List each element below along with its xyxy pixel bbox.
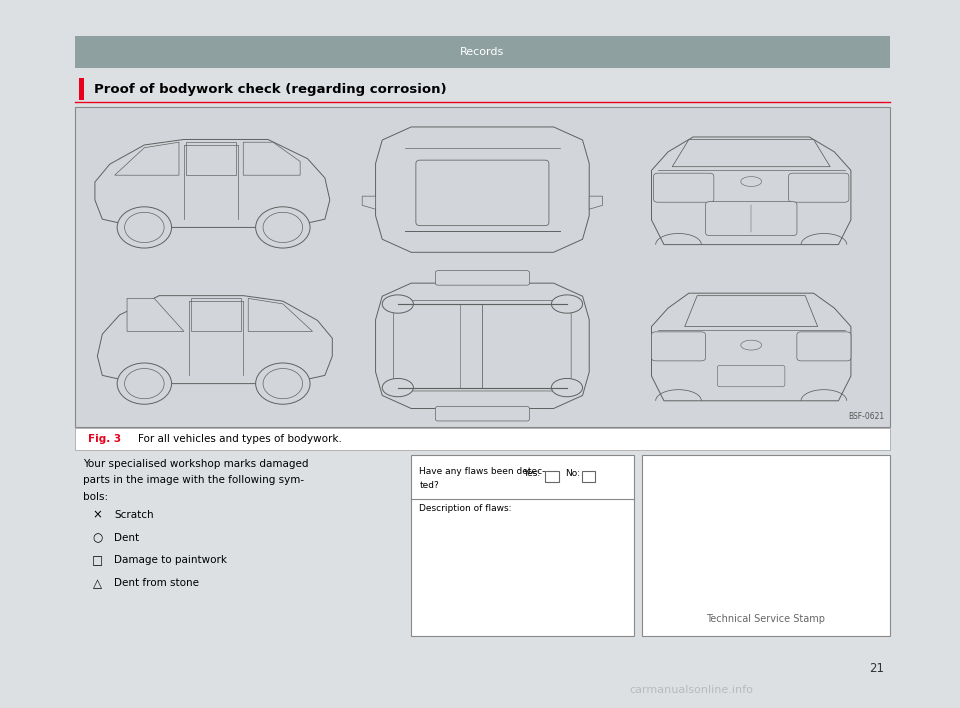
Polygon shape xyxy=(127,298,184,331)
Bar xyxy=(582,472,595,482)
Polygon shape xyxy=(191,298,241,331)
FancyBboxPatch shape xyxy=(717,365,785,387)
Bar xyxy=(545,472,559,482)
Text: Damage to paintwork: Damage to paintwork xyxy=(114,556,228,566)
Bar xyxy=(75,108,890,427)
Polygon shape xyxy=(652,137,851,244)
Polygon shape xyxy=(375,127,589,252)
Ellipse shape xyxy=(263,368,302,399)
Text: Scratch: Scratch xyxy=(114,510,155,520)
Text: Description of flaws:: Description of flaws: xyxy=(420,504,512,513)
Polygon shape xyxy=(652,293,851,401)
Text: Dent: Dent xyxy=(114,533,139,543)
Ellipse shape xyxy=(741,176,761,186)
Ellipse shape xyxy=(741,340,761,350)
FancyBboxPatch shape xyxy=(797,332,851,361)
Text: Yes:: Yes: xyxy=(522,469,540,479)
Text: Technical Service Stamp: Technical Service Stamp xyxy=(707,614,826,624)
Ellipse shape xyxy=(551,295,583,313)
Text: ○: ○ xyxy=(92,532,103,544)
Polygon shape xyxy=(186,142,236,175)
Ellipse shape xyxy=(255,363,310,404)
Ellipse shape xyxy=(117,363,172,404)
Text: △: △ xyxy=(93,577,102,590)
Text: Proof of bodywork check (regarding corrosion): Proof of bodywork check (regarding corro… xyxy=(94,83,447,96)
Polygon shape xyxy=(589,196,603,210)
Text: bols:: bols: xyxy=(84,491,108,501)
FancyBboxPatch shape xyxy=(436,406,529,421)
Text: ×: × xyxy=(93,508,103,521)
Bar xyxy=(642,455,890,636)
Polygon shape xyxy=(95,139,330,227)
Text: carmanualsonline.info: carmanualsonline.info xyxy=(629,685,754,695)
Ellipse shape xyxy=(255,207,310,248)
Polygon shape xyxy=(243,142,300,175)
Text: Have any flaws been detec-: Have any flaws been detec- xyxy=(420,467,546,476)
Polygon shape xyxy=(249,298,313,331)
Ellipse shape xyxy=(125,368,164,399)
Text: Your specialised workshop marks damaged: Your specialised workshop marks damaged xyxy=(84,459,309,469)
Text: 21: 21 xyxy=(869,663,884,675)
Polygon shape xyxy=(114,142,179,175)
Ellipse shape xyxy=(382,379,414,396)
Bar xyxy=(75,428,890,450)
Bar xyxy=(75,36,890,68)
FancyBboxPatch shape xyxy=(652,332,706,361)
Ellipse shape xyxy=(125,212,164,243)
Text: parts in the image with the following sym-: parts in the image with the following sy… xyxy=(84,475,304,485)
Text: Fig. 3: Fig. 3 xyxy=(87,434,121,444)
Polygon shape xyxy=(375,283,589,409)
FancyBboxPatch shape xyxy=(788,173,849,202)
Bar xyxy=(79,78,84,100)
Ellipse shape xyxy=(117,207,172,248)
Text: Dent from stone: Dent from stone xyxy=(114,578,200,588)
Polygon shape xyxy=(362,196,375,210)
Ellipse shape xyxy=(382,295,414,313)
Text: For all vehicles and types of bodywork.: For all vehicles and types of bodywork. xyxy=(138,434,342,444)
Text: □: □ xyxy=(92,554,104,567)
Polygon shape xyxy=(684,296,818,326)
Polygon shape xyxy=(672,139,830,166)
Text: No:: No: xyxy=(564,469,580,479)
Ellipse shape xyxy=(263,212,302,243)
Polygon shape xyxy=(97,296,332,384)
Text: BSF-0621: BSF-0621 xyxy=(848,412,884,421)
FancyBboxPatch shape xyxy=(416,160,549,226)
FancyBboxPatch shape xyxy=(706,202,797,236)
Text: Records: Records xyxy=(460,47,505,57)
FancyBboxPatch shape xyxy=(436,270,529,285)
Text: ted?: ted? xyxy=(420,481,439,490)
Ellipse shape xyxy=(551,379,583,396)
Bar xyxy=(411,455,634,636)
FancyBboxPatch shape xyxy=(654,173,714,202)
